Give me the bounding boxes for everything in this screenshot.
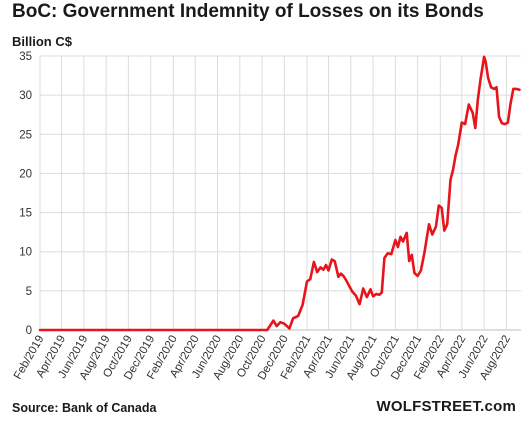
chart-title: BoC: Government Indemnity of Losses on i… (12, 1, 484, 22)
y-axis-ticks: 0 5 10 15 20 25 30 35 (19, 51, 32, 337)
x-axis-ticks: Feb/2019Apr/2019Jun/2019Aug/2019Oct/2019… (12, 334, 513, 383)
grid-lines (39, 55, 521, 331)
series-line (38, 55, 521, 332)
y-tick-label: 10 (19, 247, 32, 259)
y-tick-label: 20 (19, 168, 32, 180)
source-note: Source: Bank of Canada (12, 401, 157, 415)
y-tick-label: 30 (19, 90, 32, 102)
y-tick-label: 5 (26, 286, 32, 298)
y-axis-unit-label: Billion C$ (12, 34, 72, 49)
plot-area (38, 55, 521, 332)
y-tick-label: 35 (19, 51, 32, 63)
y-tick-label: 25 (19, 129, 32, 141)
brand-logo-text: WOLFSTREET.com (376, 398, 516, 415)
y-tick-label: 15 (19, 208, 32, 220)
y-tick-label: 0 (26, 325, 32, 337)
